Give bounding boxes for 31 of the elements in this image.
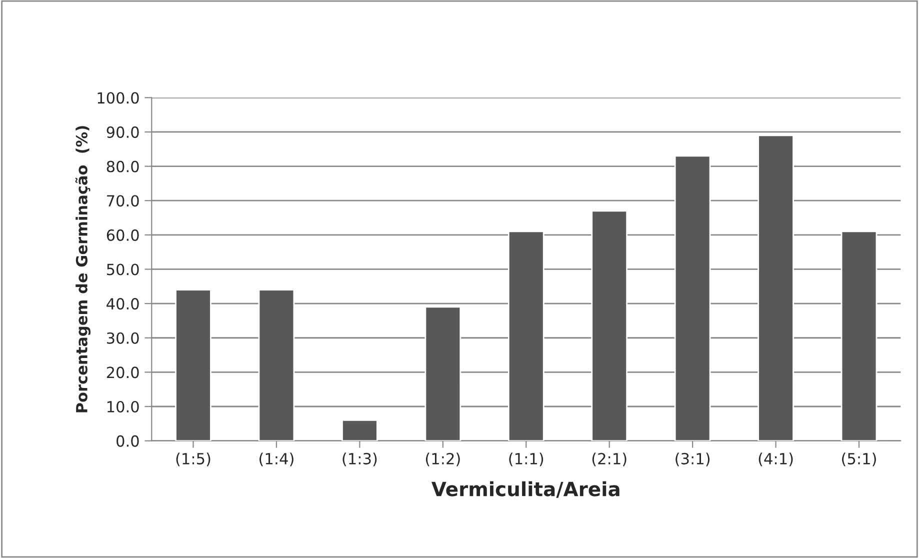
bar xyxy=(508,230,544,441)
y-tick-label: 10.0 xyxy=(107,400,139,413)
bar xyxy=(840,230,878,441)
x-tick-label: (2:1) xyxy=(592,452,626,466)
x-tick-label: (1:2) xyxy=(426,452,460,466)
x-tick-label: (1:3) xyxy=(342,452,377,466)
x-axis-title: Vermiculita/Areia xyxy=(431,481,620,498)
bar xyxy=(424,306,462,441)
y-tick-label: 20.0 xyxy=(106,366,139,378)
bar xyxy=(591,210,628,441)
bar xyxy=(258,289,295,441)
x-tick-label: (4:1) xyxy=(758,452,793,466)
y-tick-label: 80.0 xyxy=(106,160,139,172)
y-tick-label: 0.0 xyxy=(116,435,139,447)
y-tick-label: 50.0 xyxy=(106,264,139,276)
y-tick-label: 100.0 xyxy=(98,92,139,104)
y-tick-label: 90.0 xyxy=(106,126,139,138)
x-tick-label: (1:1) xyxy=(509,452,544,466)
bar xyxy=(175,289,212,441)
y-axis-title: Porcentagem de Germinação (%) xyxy=(75,126,91,412)
x-tick-label: (5:1) xyxy=(842,452,876,466)
y-tick-label: 60.0 xyxy=(106,229,139,241)
bar xyxy=(342,420,378,441)
x-tick-label: (1:4) xyxy=(260,452,294,466)
x-tick-label: (3:1) xyxy=(676,452,710,466)
bar xyxy=(674,155,711,441)
y-tick-label: 40.0 xyxy=(106,298,139,310)
y-tick-label: 70.0 xyxy=(107,195,139,207)
y-tick-label: 30.0 xyxy=(106,332,139,344)
x-tick-label: (1:5) xyxy=(176,452,210,466)
bar xyxy=(758,134,794,441)
